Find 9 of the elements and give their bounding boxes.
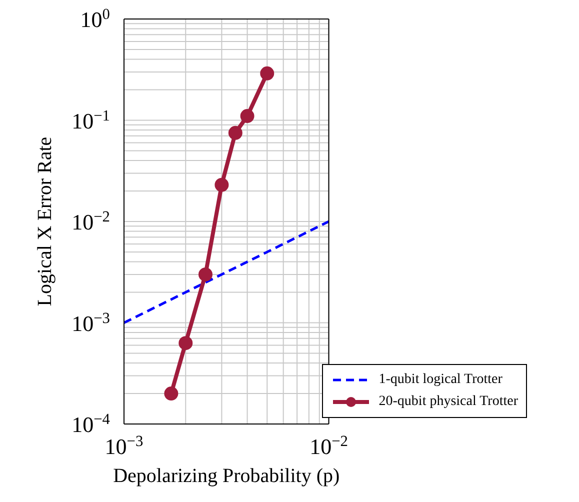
y-tick-label: 10$^{−2}$	[72, 208, 110, 234]
y-tick-label: 10$^{0}$	[80, 6, 110, 32]
y-axis-title: Logical X Error Rate	[34, 136, 56, 306]
legend-label: 1-qubit logical Trotter	[378, 371, 502, 389]
legend-label: 20-qubit physical Trotter	[378, 393, 518, 411]
y-tick-label: 10$^{−1}$	[72, 106, 110, 134]
x-axis-title: Depolarizing Probability (p)	[113, 465, 340, 487]
y-tick-label: 10$^{−4}$	[72, 410, 110, 437]
y-tick-label: 10$^{−3}$	[72, 309, 110, 336]
